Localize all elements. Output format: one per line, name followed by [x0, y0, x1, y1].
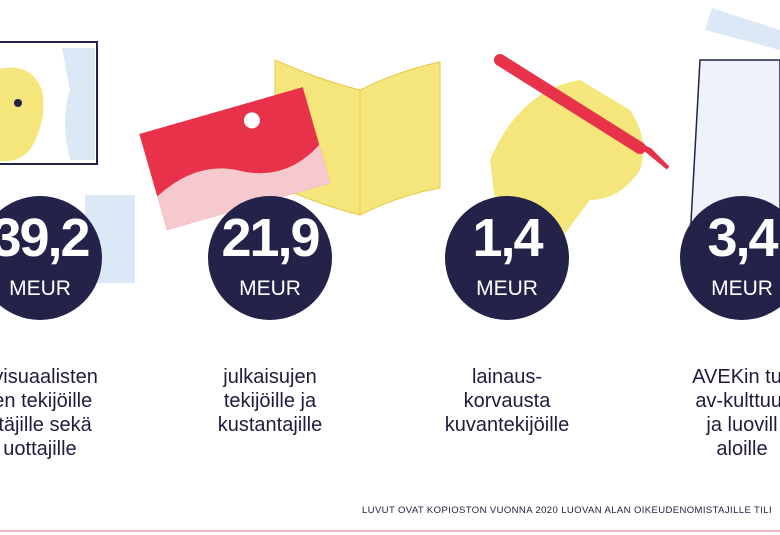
frame-bg: [62, 48, 95, 160]
stat-unit: MEUR: [711, 277, 773, 300]
face: [0, 67, 44, 162]
stat-value: 3,4: [707, 208, 778, 268]
brush: [494, 54, 646, 154]
stat-description: ittäjille sekä: [0, 414, 93, 436]
stat-description: korvausta: [464, 390, 552, 412]
stat-description: uottajille: [3, 438, 76, 460]
stat-description: ten tekijöille: [0, 390, 92, 412]
stat-value: 39,2: [0, 208, 89, 268]
stat-description: kuvantekijöille: [445, 414, 570, 436]
stat-description: AVEKin tuk: [692, 366, 780, 388]
stat-description: aloille: [716, 438, 767, 460]
stat-item: 39,2 MEUR ovisuaalistenten tekijöilleittäj…: [0, 196, 102, 460]
illustrations: [0, 8, 780, 283]
stat-description: ovisuaalisten: [0, 366, 98, 388]
book-right: [359, 61, 441, 216]
stat-description: kustantajille: [218, 414, 323, 436]
stat-description: ja luovill: [705, 414, 777, 436]
clapper: [705, 8, 780, 50]
board: [689, 59, 780, 241]
stat-unit: MEUR: [476, 277, 538, 300]
stat-circle: [445, 196, 569, 320]
stat-circle: [680, 196, 780, 320]
stat-value: 21,9: [221, 208, 319, 268]
card: [139, 87, 331, 231]
stat-unit: MEUR: [9, 277, 71, 300]
footer-note: LUVUT OVAT KOPIOSTON VUONNA 2020 LUOVAN …: [362, 505, 772, 516]
eye: [14, 99, 22, 107]
stat-description: tekijöille ja: [224, 390, 317, 412]
stat-circle: [208, 196, 332, 320]
stat-description: av-kulttuur: [695, 390, 780, 412]
stat-unit: MEUR: [239, 277, 301, 300]
brush-tip: [638, 143, 670, 170]
stat-description: julkaisujen: [222, 366, 316, 388]
stat-value: 1,4: [472, 208, 543, 268]
stat-description: lainaus-: [472, 366, 542, 388]
stat-circle: [0, 196, 102, 320]
